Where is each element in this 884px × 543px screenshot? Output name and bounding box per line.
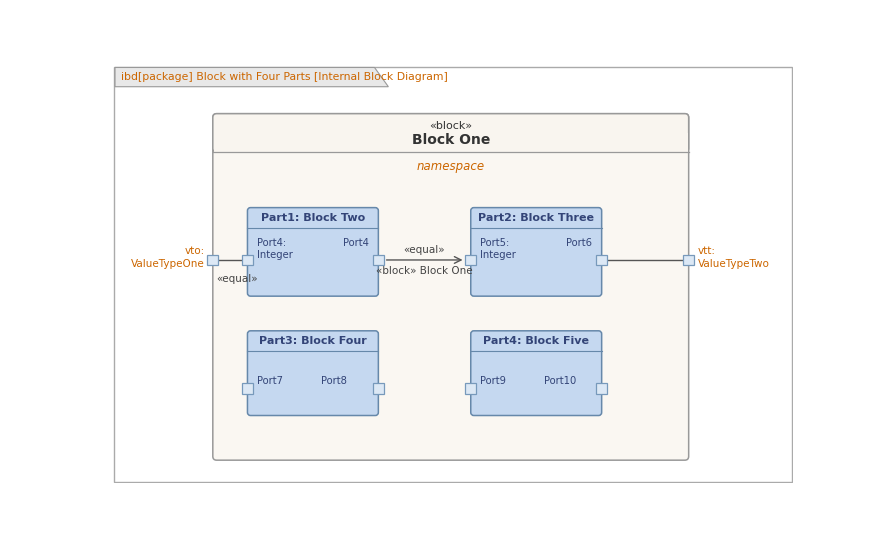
Text: «block»: «block» <box>429 121 472 131</box>
FancyBboxPatch shape <box>248 207 378 296</box>
Text: vtt:: vtt: <box>697 246 716 256</box>
Text: Port8: Port8 <box>321 376 347 386</box>
Text: Block One: Block One <box>412 133 490 147</box>
Text: Port5:
Integer: Port5: Integer <box>480 238 516 260</box>
FancyBboxPatch shape <box>471 207 602 296</box>
Bar <box>597 255 607 266</box>
Text: vto:: vto: <box>185 246 205 256</box>
Text: Part4: Block Five: Part4: Block Five <box>484 336 590 346</box>
FancyBboxPatch shape <box>114 67 792 482</box>
Bar <box>465 383 476 394</box>
Text: ibd[package] Block with Four Parts [Internal Block Diagram]: ibd[package] Block with Four Parts [Inte… <box>121 72 448 83</box>
Bar <box>242 383 253 394</box>
Bar <box>597 383 607 394</box>
FancyBboxPatch shape <box>213 113 689 152</box>
Text: «block» Block One: «block» Block One <box>377 266 473 276</box>
Text: namespace: namespace <box>416 160 484 173</box>
Text: Port7: Port7 <box>256 376 283 386</box>
Text: Port10: Port10 <box>544 376 576 386</box>
Bar <box>683 255 694 266</box>
Text: ValueTypeOne: ValueTypeOne <box>132 259 205 269</box>
Text: Part2: Block Three: Part2: Block Three <box>478 213 594 223</box>
Bar <box>373 383 384 394</box>
Text: Part1: Block Two: Part1: Block Two <box>261 213 365 223</box>
Text: Port9: Port9 <box>480 376 506 386</box>
Polygon shape <box>115 67 388 87</box>
Bar <box>465 255 476 266</box>
Text: ValueTypeTwo: ValueTypeTwo <box>697 259 770 269</box>
FancyBboxPatch shape <box>213 113 689 460</box>
Text: «equal»: «equal» <box>404 245 446 255</box>
FancyBboxPatch shape <box>248 331 378 415</box>
Bar <box>208 255 218 266</box>
Text: Port6: Port6 <box>567 238 592 248</box>
Bar <box>214 133 688 152</box>
Text: Port4:
Integer: Port4: Integer <box>256 238 293 260</box>
Bar <box>242 255 253 266</box>
FancyBboxPatch shape <box>471 331 602 415</box>
Text: Part3: Block Four: Part3: Block Four <box>259 336 367 346</box>
Text: Port4: Port4 <box>343 238 370 248</box>
Text: «equal»: «equal» <box>217 274 258 284</box>
Bar <box>373 255 384 266</box>
